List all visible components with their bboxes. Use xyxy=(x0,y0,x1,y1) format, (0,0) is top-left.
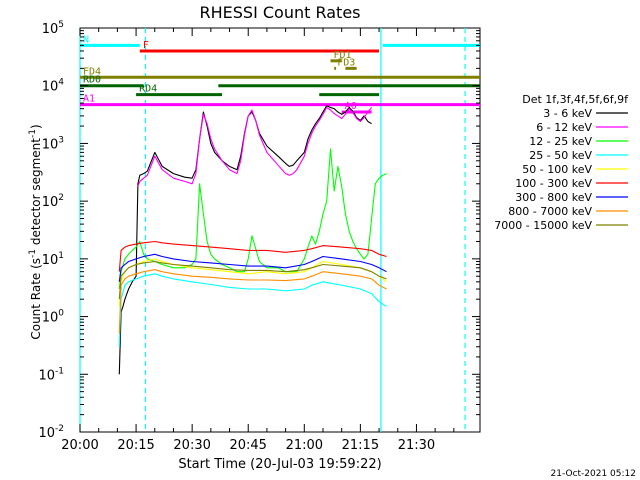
flag-label: RD4 xyxy=(139,84,157,95)
series-line xyxy=(118,240,387,272)
flag-label: FD1 xyxy=(333,50,351,61)
x-tick-label: 20:15 xyxy=(117,438,154,453)
flag-label: RD0 xyxy=(83,75,101,86)
series-line xyxy=(118,253,387,282)
legend-entry-label: 800 - 7000 keV xyxy=(508,205,592,218)
y-tick-label: 10-1 xyxy=(38,366,64,383)
legend-entry-label: 3 - 6 keV xyxy=(543,107,592,120)
y-tick-label: 102 xyxy=(42,193,64,210)
series-line xyxy=(118,273,387,347)
y-tick-label: 100 xyxy=(42,309,65,326)
x-tick-label: 20:30 xyxy=(173,438,210,453)
y-axis-label-sup1: -1 xyxy=(28,249,38,258)
flag-label: FD4 xyxy=(83,66,101,77)
legend-entry-label: 300 - 800 keV xyxy=(515,191,592,204)
flag-label: N xyxy=(83,34,89,45)
series-line xyxy=(118,269,387,334)
legend-entry-label: 6 - 12 keV xyxy=(536,121,592,134)
x-tick-label: 21:00 xyxy=(286,438,323,453)
legend-entry-label: 12 - 25 keV xyxy=(529,135,592,148)
y-tick-label: 103 xyxy=(42,135,64,152)
legend-title: Det 1f,3f,4f,5f,6f,9f xyxy=(522,93,629,106)
flag-label: A1 xyxy=(83,94,95,105)
chart-title: RHESSI Count Rates xyxy=(200,3,361,22)
y-tick-label: 104 xyxy=(42,78,65,95)
series-line xyxy=(118,148,387,290)
legend-entry-label: 7000 - 15000 keV xyxy=(494,219,592,232)
flag-label: A0 xyxy=(345,101,357,112)
y-tick-label: 105 xyxy=(42,20,64,37)
y-tick-label: 10-2 xyxy=(38,424,64,441)
flag-label: FD3 xyxy=(337,57,355,68)
y-tick-label: 101 xyxy=(42,251,64,268)
footer-timestamp: 21-Oct-2021 05:12 xyxy=(551,469,636,479)
x-axis-label: Start Time (20-Jul-03 19:59:22) xyxy=(178,457,381,472)
y-axis-label-suffix: ) xyxy=(29,124,43,129)
x-tick-label: 21:30 xyxy=(398,438,435,453)
legend-entry-label: 50 - 100 keV xyxy=(522,163,592,176)
y-axis-label-prefix: Count Rate (s xyxy=(29,258,43,340)
y-axis-label-mid: detector segment xyxy=(29,138,43,249)
x-tick-label: 21:15 xyxy=(342,438,379,453)
flag-label: F xyxy=(143,40,149,51)
legend-entry-label: 25 - 50 keV xyxy=(529,149,592,162)
y-axis-label-sup2: -1 xyxy=(28,129,38,138)
legend-entry-label: 100 - 300 keV xyxy=(515,177,592,190)
series-line xyxy=(137,106,373,187)
series-line xyxy=(118,260,387,300)
x-tick-label: 20:00 xyxy=(61,438,98,453)
x-tick-label: 20:45 xyxy=(229,438,266,453)
y-axis-label: Count Rate (s-1 detector segment-1) xyxy=(28,124,43,339)
